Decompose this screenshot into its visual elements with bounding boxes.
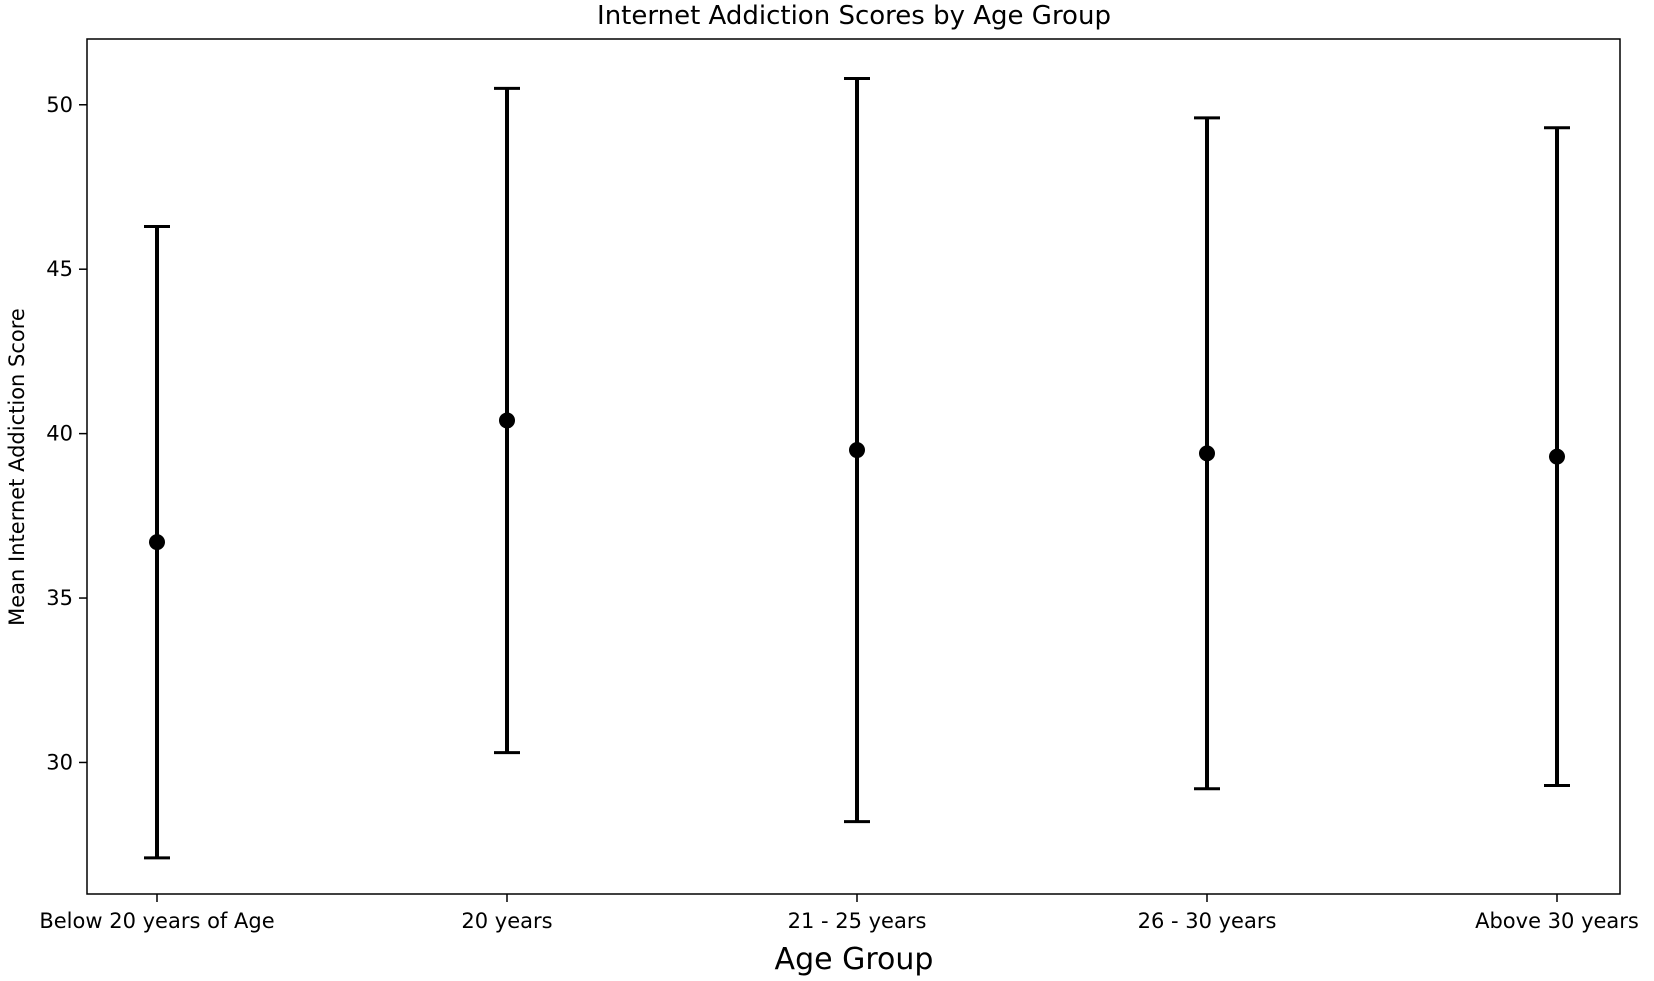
error-bars	[144, 76, 1570, 860]
y-tick-label: 30	[46, 750, 73, 774]
x-tick-label: 21 - 25 years	[788, 909, 927, 933]
x-tick-label: Below 20 years of Age	[39, 909, 274, 933]
x-tick-label: Above 30 years	[1475, 909, 1639, 933]
y-tick-label: 35	[46, 586, 73, 610]
data-points	[149, 412, 1565, 551]
x-axis: Below 20 years of Age 20 years 21 - 25 yea…	[39, 894, 1639, 933]
data-point	[1549, 448, 1565, 465]
plot-area	[86, 38, 1621, 895]
y-axis-label: Mean Internet Addiction Score	[5, 308, 29, 626]
y-tick-label: 50	[46, 93, 73, 117]
data-point	[499, 412, 515, 429]
x-tick-label: 26 - 30 years	[1138, 909, 1277, 933]
x-tick-label: 20 years	[461, 909, 552, 933]
y-tick-label: 40	[46, 422, 73, 446]
chart-title: Internet Addiction Scores by Age Group	[597, 1, 1111, 31]
data-point	[1199, 445, 1215, 462]
data-point	[849, 442, 865, 459]
y-axis: 30 35 40 45 50	[46, 93, 87, 774]
data-point	[149, 534, 165, 551]
y-tick-label: 45	[46, 257, 73, 281]
x-axis-label: Age Group	[775, 942, 934, 977]
